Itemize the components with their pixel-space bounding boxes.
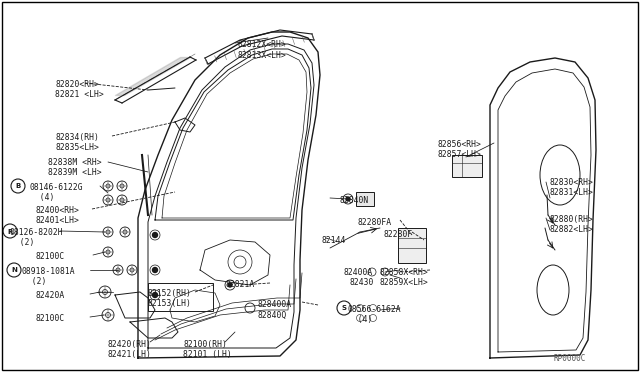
- Text: 82421(LH): 82421(LH): [108, 350, 152, 359]
- Text: 82401<LH>: 82401<LH>: [35, 216, 79, 225]
- Text: 82857<LH>: 82857<LH>: [438, 150, 482, 159]
- Text: 82840Q: 82840Q: [258, 311, 287, 320]
- Text: 82882<LH>: 82882<LH>: [550, 225, 594, 234]
- Text: 82144: 82144: [322, 236, 346, 245]
- Circle shape: [228, 283, 232, 287]
- Text: 82153(LH): 82153(LH): [148, 299, 192, 308]
- Text: R: R: [7, 228, 13, 234]
- Text: 82152(RH): 82152(RH): [148, 289, 192, 298]
- Bar: [356, 192, 374, 206]
- Text: (4): (4): [348, 315, 372, 324]
- Text: 82100C: 82100C: [35, 252, 64, 261]
- Text: 82821A: 82821A: [225, 280, 254, 289]
- Text: 82280F: 82280F: [383, 230, 412, 239]
- Text: 82100C: 82100C: [35, 314, 64, 323]
- Text: 82821 <LH>: 82821 <LH>: [55, 90, 104, 99]
- Text: 82101 (LH): 82101 (LH): [183, 350, 232, 359]
- Text: 82820<RH>: 82820<RH>: [55, 80, 99, 89]
- Text: 82858X<RH>: 82858X<RH>: [380, 268, 429, 277]
- Text: 82835<LH>: 82835<LH>: [55, 143, 99, 152]
- Text: 08566-6162A: 08566-6162A: [348, 305, 402, 314]
- Text: 82420(RH): 82420(RH): [108, 340, 152, 349]
- Text: 82831<LH>: 82831<LH>: [550, 188, 594, 197]
- Text: 82859X<LH>: 82859X<LH>: [380, 278, 429, 287]
- Bar: [148, 283, 213, 311]
- Text: 08126-8202H: 08126-8202H: [10, 228, 63, 237]
- Circle shape: [152, 232, 157, 237]
- Text: 82834(RH): 82834(RH): [55, 133, 99, 142]
- Text: 828400A: 828400A: [258, 300, 292, 309]
- Circle shape: [152, 292, 157, 298]
- Text: B: B: [15, 183, 20, 189]
- Bar: [452, 155, 482, 177]
- Text: S: S: [342, 305, 346, 311]
- Text: 82812X<RH>: 82812X<RH>: [238, 40, 287, 49]
- Text: 82838M <RH>: 82838M <RH>: [48, 158, 102, 167]
- Text: 82420A: 82420A: [35, 291, 64, 300]
- Text: 82400<RH>: 82400<RH>: [35, 206, 79, 215]
- Text: (2): (2): [10, 238, 35, 247]
- Text: 82880(RH>: 82880(RH>: [550, 215, 594, 224]
- Text: 82856<RH>: 82856<RH>: [438, 140, 482, 149]
- Text: 82813X<LH>: 82813X<LH>: [238, 51, 287, 60]
- Text: RP0000C: RP0000C: [553, 354, 586, 363]
- Bar: [398, 228, 426, 263]
- Text: 82100(RH): 82100(RH): [183, 340, 227, 349]
- Text: N: N: [11, 267, 17, 273]
- Text: 82430: 82430: [349, 278, 373, 287]
- Text: 08918-1081A: 08918-1081A: [22, 267, 76, 276]
- Text: 82280FA: 82280FA: [358, 218, 392, 227]
- Text: (4): (4): [30, 193, 54, 202]
- Circle shape: [152, 267, 157, 273]
- Text: 82830<RH>: 82830<RH>: [550, 178, 594, 187]
- Text: 82839M <LH>: 82839M <LH>: [48, 168, 102, 177]
- Text: 82840N: 82840N: [340, 196, 369, 205]
- Text: 82400A: 82400A: [344, 268, 373, 277]
- Circle shape: [346, 197, 350, 201]
- Text: 08146-6122G: 08146-6122G: [30, 183, 84, 192]
- Text: (2): (2): [22, 277, 46, 286]
